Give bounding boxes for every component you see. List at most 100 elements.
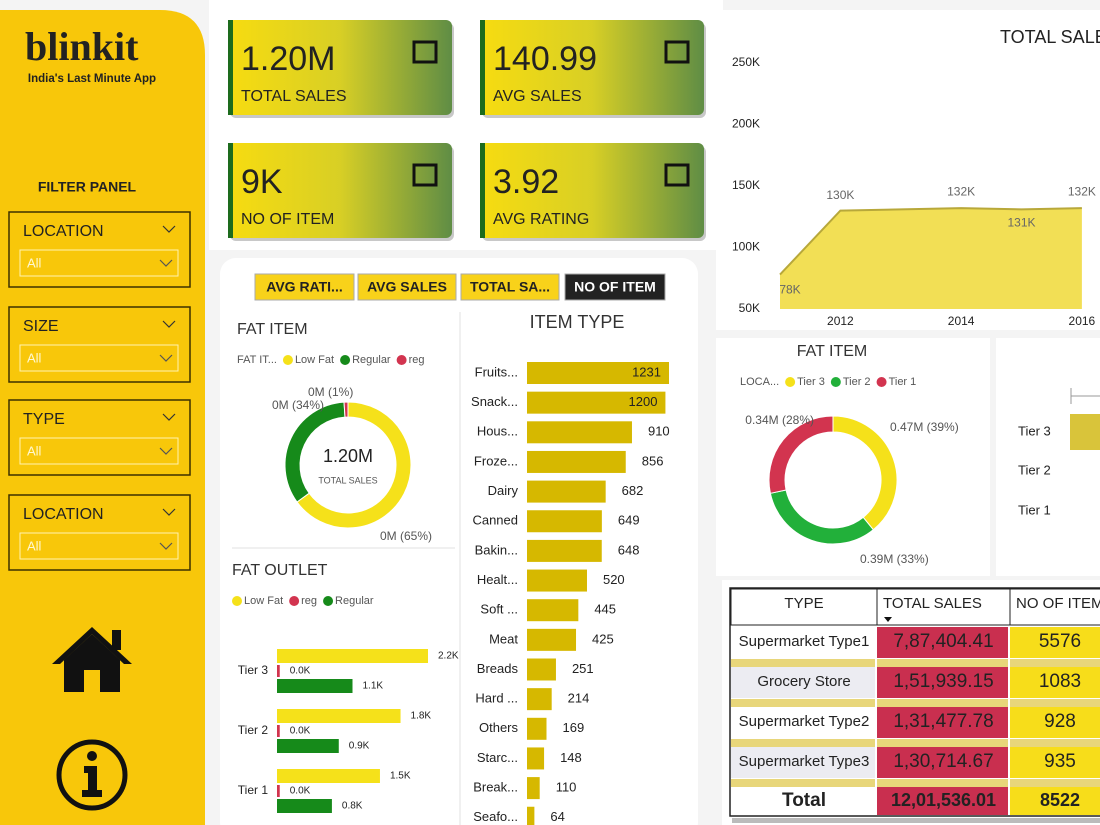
bar-segment bbox=[1070, 414, 1100, 450]
category-label: Tier 3 bbox=[1018, 423, 1051, 438]
data-label: 78K bbox=[779, 283, 800, 297]
category-label: Canned bbox=[472, 513, 518, 528]
table-cell bbox=[877, 707, 1008, 738]
data-label: 0.8K bbox=[342, 801, 363, 812]
data-label: 169 bbox=[562, 720, 584, 735]
data-label: 0.0K bbox=[290, 786, 311, 797]
data-label: 1231 bbox=[632, 364, 661, 379]
bar bbox=[527, 777, 540, 800]
category-label: Dairy bbox=[488, 483, 519, 498]
right-column: TOTAL SALES 50K 100K 150K 200K 250K 2012 2014 20… bbox=[729, 27, 1100, 823]
donut-slice bbox=[343, 401, 349, 418]
table-text: Grocery Store bbox=[757, 673, 850, 690]
bar bbox=[527, 717, 547, 740]
kpi-accent bbox=[228, 20, 233, 115]
legend-marker bbox=[876, 377, 887, 387]
bar-panel bbox=[996, 338, 1100, 576]
chevron bbox=[162, 225, 176, 233]
kpi-accent bbox=[480, 143, 485, 238]
legend-label: Tier 3 bbox=[797, 376, 825, 388]
center-value: 1.20M bbox=[323, 446, 373, 466]
tagline: India's Last Minute App bbox=[28, 73, 156, 85]
info-icon[interactable] bbox=[56, 739, 128, 811]
row-band bbox=[1010, 659, 1100, 667]
data-label: 445 bbox=[594, 602, 616, 617]
category-label: Breads bbox=[477, 661, 519, 676]
kpi-value: 140.99 bbox=[493, 40, 597, 78]
filter-dropdown[interactable] bbox=[19, 437, 179, 465]
filter-dropdown[interactable] bbox=[19, 249, 179, 277]
kpi-card bbox=[480, 20, 704, 115]
legend-label: Low Fat bbox=[244, 595, 283, 607]
donut-slice bbox=[296, 401, 412, 529]
legend-label: Low Fat bbox=[295, 354, 334, 366]
kpi-label: AVG SALES bbox=[493, 88, 582, 105]
home-icon[interactable] bbox=[52, 627, 132, 692]
bar bbox=[527, 480, 606, 503]
filter-dropdown[interactable] bbox=[19, 532, 179, 560]
data-label: 649 bbox=[618, 513, 640, 528]
kpi-label: TOTAL SALES bbox=[241, 88, 347, 105]
filter-dropdown[interactable] bbox=[19, 344, 179, 372]
kpi-accent bbox=[228, 143, 233, 238]
bar bbox=[277, 725, 280, 737]
chart-title: FAT ITEM bbox=[797, 343, 868, 360]
row-band bbox=[731, 659, 875, 667]
row-band bbox=[731, 739, 875, 747]
tab[interactable] bbox=[357, 273, 457, 301]
table-cell bbox=[877, 627, 1008, 658]
data-label: 0.0K bbox=[290, 726, 311, 737]
bar bbox=[527, 806, 535, 825]
data-label: 910 bbox=[648, 424, 670, 439]
data-label: 0.9K bbox=[349, 741, 370, 752]
data-label: 1200 bbox=[629, 394, 658, 409]
bar bbox=[527, 421, 632, 444]
bar bbox=[527, 539, 602, 562]
chevron bbox=[159, 447, 173, 455]
y-tick-label: 100K bbox=[732, 240, 760, 254]
chevron bbox=[159, 259, 173, 267]
table-text: 1,31,477.78 bbox=[893, 711, 993, 732]
kpi-label: NO OF ITEM bbox=[241, 211, 334, 228]
legend-marker bbox=[289, 596, 300, 606]
scrollbar[interactable] bbox=[732, 818, 1100, 823]
legend-marker bbox=[396, 355, 407, 365]
category-label: Soft ... bbox=[480, 602, 518, 617]
row-band bbox=[731, 699, 875, 707]
donut-slice bbox=[768, 415, 834, 494]
bar bbox=[527, 658, 556, 681]
y-tick-label: 250K bbox=[732, 55, 760, 69]
tab[interactable] bbox=[460, 273, 560, 301]
category-label: Hous... bbox=[477, 424, 518, 439]
data-label: 648 bbox=[618, 542, 640, 557]
kpi-card bbox=[480, 143, 704, 238]
tab-label: AVG RATI... bbox=[266, 279, 342, 295]
data-label: 64 bbox=[550, 809, 564, 824]
tab-label: AVG SALES bbox=[367, 279, 447, 295]
row-band bbox=[1010, 699, 1100, 707]
category-label: Tier 1 bbox=[1018, 502, 1051, 517]
bar bbox=[277, 665, 280, 677]
sort-indicator bbox=[884, 617, 892, 622]
center-label: TOTAL SALES bbox=[318, 475, 377, 485]
bar bbox=[527, 599, 579, 622]
data-label: 1.5K bbox=[390, 771, 411, 782]
kpi-accent bbox=[480, 20, 485, 115]
bar bbox=[527, 747, 545, 770]
data-label: 132K bbox=[1068, 184, 1096, 198]
tab[interactable] bbox=[564, 273, 666, 301]
kpi-value: 9K bbox=[241, 163, 283, 201]
legend-label: Regular bbox=[335, 595, 374, 607]
bar bbox=[527, 450, 626, 473]
data-label: 251 bbox=[572, 661, 594, 676]
data-label: 0.34M (28%) bbox=[745, 413, 814, 427]
tab[interactable] bbox=[254, 273, 355, 301]
total-cell bbox=[877, 787, 1008, 815]
category-label: Snack... bbox=[471, 394, 518, 409]
legend-marker bbox=[830, 377, 841, 387]
bar bbox=[277, 739, 339, 753]
bar bbox=[527, 362, 669, 384]
bar bbox=[277, 799, 332, 813]
area bbox=[780, 208, 1082, 309]
